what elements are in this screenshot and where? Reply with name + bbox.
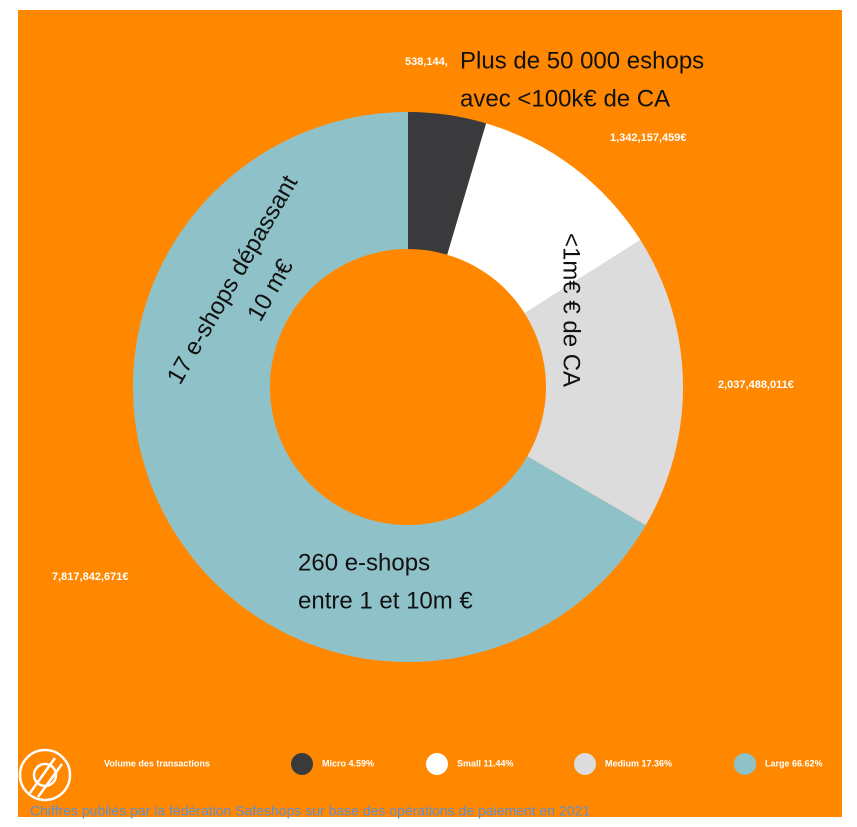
annotation-line: Plus de 50 000 eshops bbox=[460, 47, 704, 74]
legend-label: Micro 4.59% bbox=[322, 758, 374, 768]
annotation-line: entre 1 et 10m € bbox=[298, 587, 473, 614]
annotation: <1m€ € de CA bbox=[558, 233, 585, 387]
footnote: Chiffres publiés par la fédération Safes… bbox=[30, 803, 590, 819]
donut-slice bbox=[133, 112, 646, 663]
donut-slice bbox=[447, 123, 641, 314]
annotation: Plus de 50 000 eshops avec <100k€ de CA bbox=[460, 47, 704, 112]
legend-swatch bbox=[734, 753, 756, 775]
value-label: 538,144, bbox=[405, 56, 448, 68]
legend-title: Volume des transactions bbox=[104, 758, 210, 768]
legend-label: Small 11.44% bbox=[457, 758, 514, 768]
value-label: 7,817,842,671€ bbox=[52, 571, 128, 583]
donut-slice bbox=[524, 239, 684, 526]
legend-swatch bbox=[574, 753, 596, 775]
annotation-line: <1m€ € de CA bbox=[558, 233, 585, 387]
donut-slice bbox=[408, 112, 487, 255]
annotation-line: 260 e-shops bbox=[298, 549, 430, 576]
value-label: 1,342,157,459€ bbox=[610, 132, 686, 144]
legend-label: Large 66.62% bbox=[765, 758, 823, 768]
legend-icon bbox=[18, 748, 72, 802]
annotation-line: avec <100k€ de CA bbox=[460, 85, 670, 112]
annotation: 260 e-shops entre 1 et 10m € bbox=[298, 549, 473, 614]
value-label: 2,037,488,011€ bbox=[718, 379, 794, 391]
legend-label: Medium 17.36% bbox=[605, 758, 672, 768]
legend-swatch bbox=[426, 753, 448, 775]
legend-swatch bbox=[291, 753, 313, 775]
